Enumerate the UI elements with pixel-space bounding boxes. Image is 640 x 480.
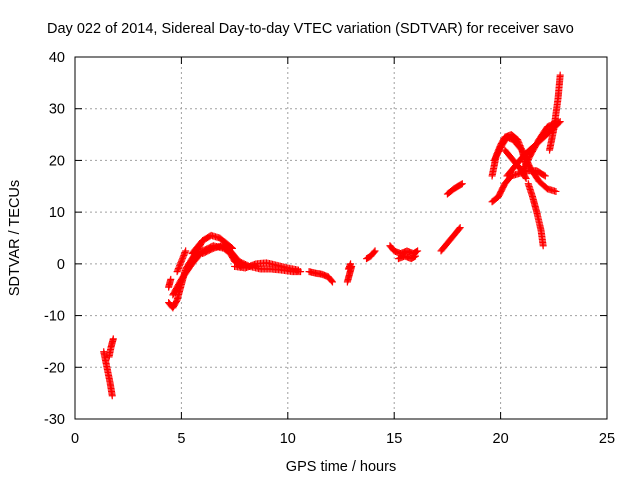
data-point [108,392,116,400]
x-tick-label: 20 [493,431,509,447]
data-point [174,266,182,274]
data-markers [100,71,564,400]
axis-ticks [74,56,608,420]
data-point [179,253,187,261]
y-tick-labels: -30 -20 -10 0 10 20 30 40 [44,50,65,428]
data-point [347,260,355,268]
data-point [410,253,418,261]
data-point [539,242,547,250]
y-tick-label: 30 [49,102,65,118]
x-tick-label: 25 [599,431,615,447]
y-tick-label: -20 [44,360,65,376]
y-tick-label: 10 [49,205,65,221]
series-segment-s12 [363,247,379,263]
data-point [458,180,466,188]
data-point [552,187,560,195]
data-point [541,172,549,180]
grid-lines [75,57,607,419]
y-tick-label: -10 [44,309,65,325]
data-point [109,335,117,343]
data-point [177,259,185,267]
data-point [521,173,529,181]
data-point [328,277,336,285]
x-tick-labels: 0 5 10 15 20 25 [71,431,615,447]
data-point [414,247,422,255]
series-segment-s5 [173,247,190,276]
chart-title: Day 022 of 2014, Sidereal Day-to-day VTE… [47,21,574,37]
series-segment-s16 [443,180,466,198]
data-point [180,250,188,258]
data-point [173,268,181,276]
plot-frame [74,56,608,420]
x-tick-label: 5 [177,431,185,447]
data-point [182,247,190,255]
series-segment-s11 [343,260,356,286]
data-point [178,256,186,264]
data-point [177,257,185,265]
series-segment-s9 [231,259,302,274]
x-tick-label: 10 [280,431,296,447]
data-point [328,278,336,286]
data-point [522,175,530,183]
series-segment-s24 [546,71,564,154]
data-point [294,266,302,274]
data-point [176,262,184,270]
series-segment-s4 [165,275,175,291]
data-point [175,263,183,271]
series-segment-s22 [501,146,530,183]
x-axis-label: GPS time / hours [286,459,396,475]
data-point [456,224,464,232]
data-point [371,247,379,255]
y-tick-label: 0 [57,257,65,273]
series-segment-s14 [394,252,419,263]
y-tick-label: -30 [44,412,65,428]
data-point [457,180,465,188]
y-axis-label: SDTVAR / TECUs [7,180,23,296]
data-point [174,265,182,273]
data-point [413,248,421,256]
series-segment-s7 [188,231,236,258]
data-point [540,171,548,179]
series-segment-s2 [105,335,117,361]
data-point [179,254,187,262]
data-point [455,225,463,233]
data-point [370,248,378,256]
data-point [176,260,184,268]
series-segment-s23 [524,180,547,250]
data-point [167,275,175,283]
series-segment-s1 [100,348,116,400]
data-point [181,248,189,256]
series-segment-s15 [437,224,464,255]
series-segment-s13 [386,242,422,258]
x-tick-label: 0 [71,431,79,447]
series-segment-s19 [488,167,549,206]
y-tick-label: 40 [49,50,65,66]
x-tick-label: 15 [386,431,402,447]
series-segment-s10 [305,268,336,286]
data-point [411,252,419,260]
data-point [556,71,564,79]
data-point [180,251,188,259]
y-tick-label: 20 [49,153,65,169]
